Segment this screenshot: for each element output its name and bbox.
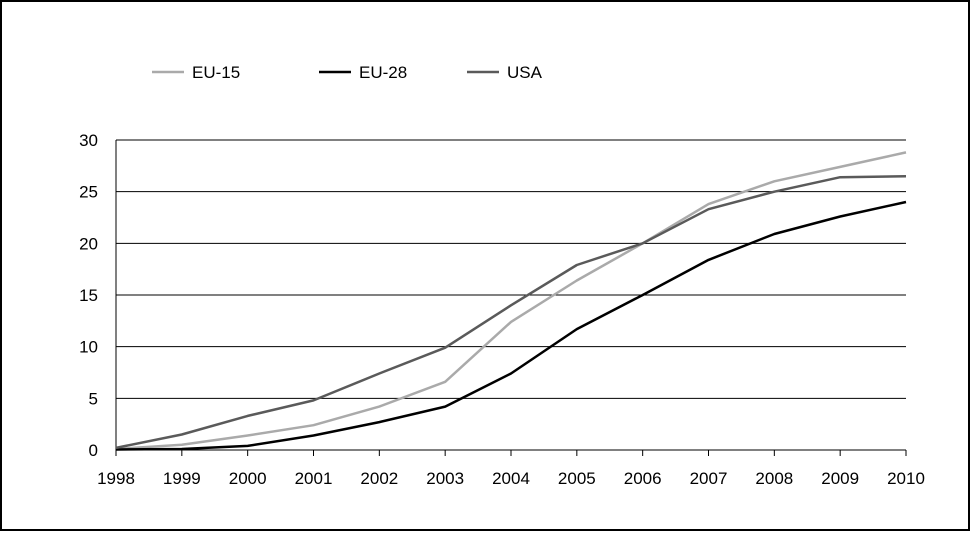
x-tick-label-2001: 2001	[295, 469, 333, 488]
series-lines	[115, 151, 907, 451]
gridlines	[116, 139, 906, 451]
legend-label-usa: USA	[507, 63, 543, 82]
x-tick-label-2008: 2008	[755, 469, 793, 488]
legend: EU-15 EU-28 USA	[152, 63, 543, 82]
y-tick-label-25: 25	[79, 183, 98, 202]
x-tick-label-2005: 2005	[558, 469, 596, 488]
series-line-eu-28	[115, 200, 907, 451]
y-tick-label-30: 30	[79, 131, 98, 150]
y-tick-label-0: 0	[89, 441, 98, 460]
x-tick-label-2003: 2003	[426, 469, 464, 488]
x-axis-tick-labels: 1998 1999 2000 2001 2002 2003 2004 2005 2006 2007…	[97, 469, 925, 488]
series-line-eu-15	[115, 151, 907, 451]
x-tick-label-2000: 2000	[229, 469, 267, 488]
legend-label-eu-15: EU-15	[192, 63, 240, 82]
y-tick-label-20: 20	[79, 234, 98, 253]
x-tick-label-1998: 1998	[97, 469, 135, 488]
x-tick-label-2002: 2002	[360, 469, 398, 488]
legend-label-eu-28: EU-28	[359, 63, 407, 82]
x-tick-label-2007: 2007	[690, 469, 728, 488]
axes	[115, 140, 907, 456]
x-tick-label-2006: 2006	[624, 469, 662, 488]
y-tick-label-5: 5	[89, 389, 98, 408]
x-tick-label-2010: 2010	[887, 469, 925, 488]
x-tick-label-2009: 2009	[821, 469, 859, 488]
y-tick-label-15: 15	[79, 286, 98, 305]
x-tick-label-2004: 2004	[492, 469, 530, 488]
series-line-usa	[115, 174, 907, 450]
x-tick-label-1999: 1999	[163, 469, 201, 488]
y-tick-label-10: 10	[79, 338, 98, 357]
y-axis-tick-labels: 0 5 10 15 20 25 30	[79, 131, 98, 460]
